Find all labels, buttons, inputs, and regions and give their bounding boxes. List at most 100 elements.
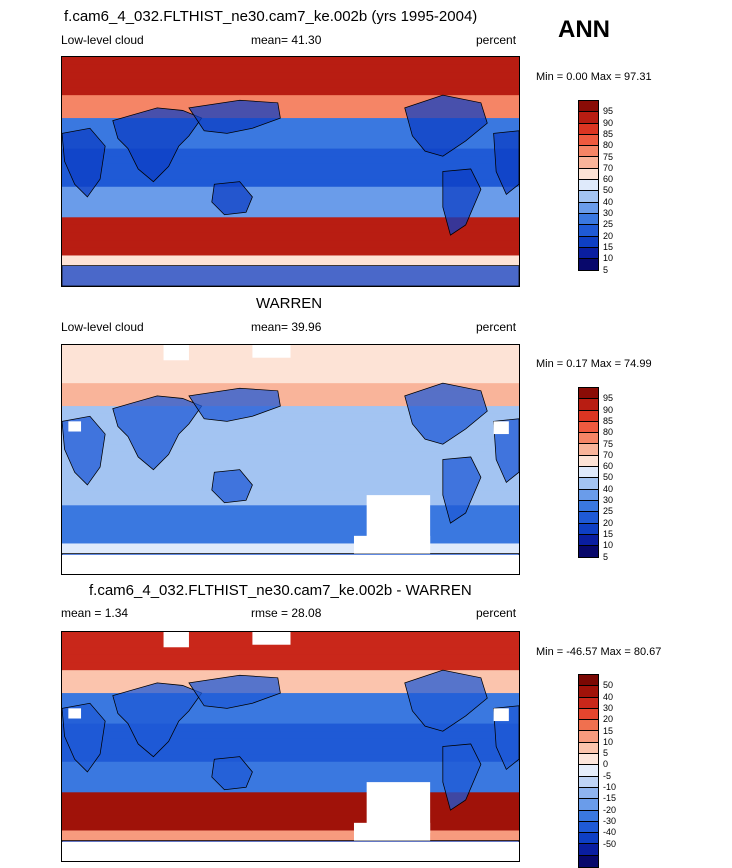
colorbar-segment	[579, 686, 598, 698]
panel2-minmax: Min = 0.17 Max = 74.99	[536, 358, 652, 370]
field-band	[62, 194, 519, 203]
panel1-map	[61, 56, 520, 287]
panel3-minmax: Min = -46.57 Max = 80.67	[536, 646, 662, 658]
field-band	[62, 505, 519, 514]
field-band	[62, 148, 519, 157]
field-band	[62, 528, 519, 537]
continent-outline	[62, 127, 106, 198]
colorbar-label: 95	[603, 106, 614, 117]
colorbar-segment	[579, 546, 598, 558]
field-band	[62, 428, 519, 438]
panel3-right-label: percent	[476, 606, 517, 620]
colorbar-segment	[579, 236, 598, 248]
field-band	[62, 232, 519, 241]
colorbar-segment	[579, 247, 598, 260]
colorbar-label: -10	[603, 782, 617, 792]
colorbar-label: -20	[603, 804, 617, 815]
field-band	[62, 746, 519, 755]
continent-outline	[62, 415, 106, 486]
continent-outline	[62, 702, 106, 773]
colorbar-label: 10	[603, 253, 614, 264]
colorbar-segment	[579, 787, 598, 800]
panel3-map	[61, 631, 520, 862]
field-band	[62, 799, 519, 809]
continent-outline	[493, 418, 519, 484]
colorbar-label: 50	[603, 185, 614, 196]
colorbar-label: 50	[603, 472, 614, 483]
panel1-map-svg	[62, 57, 519, 286]
colorbar-label: 20	[603, 230, 614, 241]
colorbar-label: 70	[603, 449, 614, 460]
field-band	[62, 202, 519, 211]
field-band	[62, 784, 519, 793]
colorbar-label: 5	[603, 264, 609, 275]
colorbar-segment	[579, 776, 598, 788]
colorbar-label: 80	[603, 427, 614, 438]
field-band	[62, 390, 519, 400]
panel2-title: WARREN	[256, 295, 323, 312]
field-band	[62, 815, 519, 824]
colorbar-label: 60	[603, 461, 614, 472]
continent-outline	[188, 674, 281, 709]
field-band	[62, 444, 519, 453]
field-band	[62, 535, 519, 545]
colorbar-label: 30	[603, 495, 614, 505]
colorbar-segment	[579, 455, 598, 468]
colorbar-segment	[579, 134, 598, 147]
field-band	[62, 398, 519, 407]
colorbar-label: 40	[603, 196, 614, 207]
field-band	[62, 179, 519, 188]
colorbar-label: -5	[603, 770, 612, 781]
field-band	[62, 209, 519, 218]
continent-outline	[404, 382, 488, 445]
field-band	[62, 830, 519, 839]
field-band	[62, 685, 519, 694]
panel1-center-label: mean= 41.30	[251, 33, 322, 47]
field-band	[62, 490, 519, 499]
field-band	[62, 102, 519, 112]
field-band	[62, 723, 519, 732]
missing-data-patch	[163, 345, 189, 361]
colorbar-label: 85	[603, 128, 614, 139]
colorbar-segment	[579, 534, 598, 547]
colorbar-segment	[579, 467, 598, 479]
colorbar-label: 75	[603, 438, 614, 449]
colorbar-label: -40	[603, 827, 617, 838]
colorbar-segment	[579, 213, 598, 226]
field-band	[62, 57, 519, 66]
colorbar-label: 10	[603, 736, 614, 747]
colorbar-label: 50	[603, 680, 614, 691]
field-band	[62, 708, 519, 717]
field-band	[62, 543, 519, 552]
panel1-right-label: percent	[476, 33, 517, 47]
field-band	[62, 700, 519, 709]
colorbar-label: 95	[603, 393, 614, 404]
missing-data-patch	[62, 841, 519, 861]
missing-data-patch	[493, 421, 509, 435]
colorbar-label: -30	[603, 815, 617, 826]
field-band	[62, 413, 519, 422]
continent-outline	[211, 181, 253, 216]
missing-data-patch	[163, 632, 189, 648]
field-band	[62, 731, 519, 740]
continent-outline	[404, 94, 488, 157]
colorbar-label: 40	[603, 483, 614, 494]
field-band	[62, 95, 519, 104]
field-band	[62, 482, 519, 491]
continent-outline	[211, 756, 253, 791]
colorbar-box	[578, 100, 599, 272]
panel2-center-label: mean= 39.96	[251, 320, 322, 334]
field-band	[62, 125, 519, 134]
colorbar-box	[578, 387, 599, 559]
missing-data-patch	[68, 421, 82, 432]
panel1-title: f.cam6_4_032.FLTHIST_ne30.cam7_ke.002b (…	[64, 8, 478, 25]
field-band	[62, 670, 519, 679]
colorbar-segment	[579, 765, 598, 777]
field-band	[62, 367, 519, 377]
continent-outline	[404, 669, 488, 732]
colorbar-segment	[579, 821, 598, 834]
field-band	[62, 383, 519, 392]
field-band	[62, 777, 519, 786]
field-band	[62, 512, 519, 522]
panel1-minmax: Min = 0.00 Max = 97.31	[536, 71, 652, 83]
